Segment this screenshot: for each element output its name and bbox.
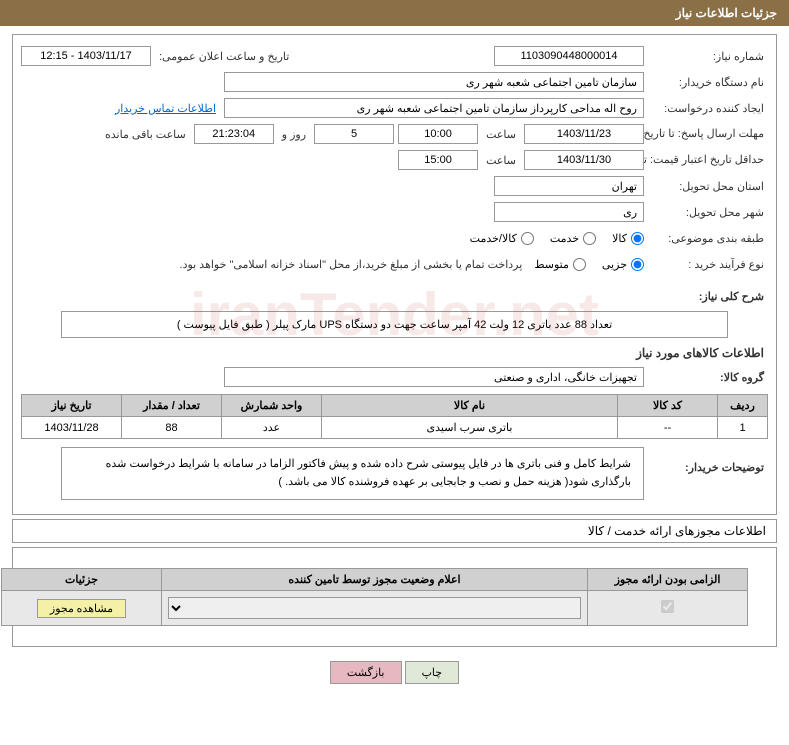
page-header: جزئیات اطلاعات نیاز: [0, 0, 789, 26]
print-button[interactable]: چاپ: [405, 661, 460, 684]
category-goods-radio[interactable]: [631, 232, 644, 245]
cell-name: باتری سرب اسیدی: [322, 417, 618, 439]
need-number-value: 1103090448000014: [494, 46, 644, 66]
category-goods-label: کالا: [612, 232, 627, 245]
purchase-medium[interactable]: متوسط: [534, 258, 586, 271]
buyer-contact-link[interactable]: اطلاعات تماس خریدار: [111, 102, 220, 115]
lic-status-select[interactable]: [168, 597, 581, 619]
col-unit: واحد شمارش: [222, 395, 322, 417]
lic-details-cell: مشاهده مجوز: [2, 591, 162, 626]
col-qty: تعداد / مقدار: [122, 395, 222, 417]
goods-table: ردیف کد کالا نام کالا واحد شمارش تعداد /…: [21, 394, 768, 439]
deadline-label: مهلت ارسال پاسخ: تا تاریخ:: [648, 127, 768, 141]
buyer-notes-label: توضیحات خریدار:: [648, 447, 768, 474]
buyer-label: نام دستگاه خریدار:: [648, 76, 768, 89]
summary-box: تعداد 88 عدد باتری 12 ولت 42 آمپر ساعت ج…: [61, 311, 728, 338]
cell-unit: عدد: [222, 417, 322, 439]
category-radio-group: کالا خدمت کالا/خدمت: [470, 232, 644, 245]
cell-qty: 88: [122, 417, 222, 439]
col-row: ردیف: [718, 395, 768, 417]
category-goods[interactable]: کالا: [612, 232, 644, 245]
table-row: 1 -- باتری سرب اسیدی عدد 88 1403/11/28: [22, 417, 768, 439]
group-value: تجهیزات خانگی، اداری و صنعتی: [224, 367, 644, 387]
buyer-notes-box: شرایط کامل و فنی باتری ها در فایل پیوستی…: [61, 447, 644, 500]
city-value: ری: [494, 202, 644, 222]
col-name: نام کالا: [322, 395, 618, 417]
col-date: تاریخ نیاز: [22, 395, 122, 417]
remaining-label: ساعت باقی مانده: [101, 128, 190, 141]
validity-time: 15:00: [398, 150, 478, 170]
cell-code: --: [618, 417, 718, 439]
lic-col-details: جزئیات: [2, 569, 162, 591]
remaining-time: 21:23:04: [194, 124, 274, 144]
license-panel: الزامی بودن ارائه مجوز اعلام وضعیت مجوز …: [12, 547, 777, 647]
lic-status-cell: [162, 591, 588, 626]
group-label: گروه کالا:: [648, 371, 768, 384]
col-code: کد کالا: [618, 395, 718, 417]
license-row: مشاهده مجوز: [2, 591, 748, 626]
need-info-panel: شماره نیاز: 1103090448000014 تاریخ و ساع…: [12, 34, 777, 515]
purchase-partial-radio[interactable]: [631, 258, 644, 271]
buyer-value: سازمان تامین اجتماعی شعبه شهر ری: [224, 72, 644, 92]
category-both[interactable]: کالا/خدمت: [470, 232, 534, 245]
category-service[interactable]: خدمت: [550, 232, 596, 245]
cell-row: 1: [718, 417, 768, 439]
announce-label: تاریخ و ساعت اعلان عمومی:: [155, 50, 293, 63]
requester-label: ایجاد کننده درخواست:: [648, 102, 768, 115]
button-row: چاپ بازگشت: [12, 651, 777, 694]
requester-value: روح اله مداحی کارپرداز سازمان تامین اجتم…: [224, 98, 644, 118]
announce-value: 1403/11/17 - 12:15: [21, 46, 151, 66]
lic-col-required: الزامی بودن ارائه مجوز: [588, 569, 748, 591]
deadline-date: 1403/11/23: [524, 124, 644, 144]
purchase-medium-radio[interactable]: [573, 258, 586, 271]
category-both-radio[interactable]: [521, 232, 534, 245]
purchase-type-label: نوع فرآیند خرید :: [648, 258, 768, 271]
lic-required-checkbox: [661, 600, 674, 613]
lic-required-cell: [588, 591, 748, 626]
purchase-medium-label: متوسط: [534, 258, 569, 271]
purchase-partial[interactable]: جزیی: [602, 258, 644, 271]
validity-label: حداقل تاریخ اعتبار قیمت: تا تاریخ:: [648, 153, 768, 167]
validity-date: 1403/11/30: [524, 150, 644, 170]
time-label-1: ساعت: [482, 128, 520, 141]
cell-date: 1403/11/28: [22, 417, 122, 439]
purchase-partial-label: جزیی: [602, 258, 627, 271]
view-license-button[interactable]: مشاهده مجوز: [37, 599, 126, 618]
city-label: شهر محل تحویل:: [648, 206, 768, 219]
goods-section-title: اطلاعات کالاهای مورد نیاز: [25, 346, 764, 360]
category-both-label: کالا/خدمت: [470, 232, 517, 245]
category-service-label: خدمت: [550, 232, 579, 245]
summary-label: شرح کلی نیاز:: [648, 290, 768, 303]
province-value: تهران: [494, 176, 644, 196]
purchase-radio-group: جزیی متوسط: [534, 258, 644, 271]
time-label-2: ساعت: [482, 154, 520, 167]
license-section-title: اطلاعات مجوزهای ارائه خدمت / کالا: [12, 519, 777, 543]
need-number-label: شماره نیاز:: [648, 50, 768, 63]
lic-col-status: اعلام وضعیت مجوز توسط تامین کننده: [162, 569, 588, 591]
back-button[interactable]: بازگشت: [330, 661, 402, 684]
payment-note: پرداخت تمام یا بخشی از مبلغ خرید،از محل …: [172, 258, 531, 271]
days-label: روز و: [278, 128, 310, 141]
category-label: طبقه بندی موضوعی:: [648, 232, 768, 245]
days-value: 5: [314, 124, 394, 144]
license-table: الزامی بودن ارائه مجوز اعلام وضعیت مجوز …: [1, 568, 748, 626]
province-label: استان محل تحویل:: [648, 180, 768, 193]
deadline-time: 10:00: [398, 124, 478, 144]
category-service-radio[interactable]: [583, 232, 596, 245]
